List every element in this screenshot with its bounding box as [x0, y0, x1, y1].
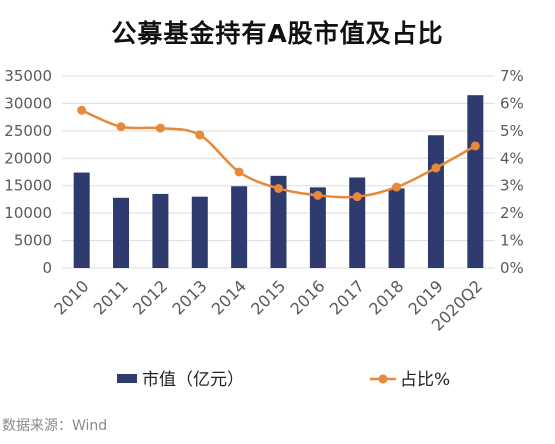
bar: [113, 197, 130, 268]
bar: [467, 95, 484, 268]
bar: [152, 193, 169, 268]
x-tick-label: 2010: [50, 276, 92, 318]
line-point: [313, 190, 323, 200]
legend-line-marker: [378, 374, 388, 384]
line-point: [392, 182, 402, 192]
y-right-tick-label: 0%: [500, 259, 524, 277]
bar: [349, 177, 366, 268]
bar: [73, 172, 90, 268]
legend-bar-swatch: [117, 374, 137, 383]
y-left-tick-label: 10000: [4, 204, 52, 222]
y-right-tick-label: 3%: [500, 177, 524, 195]
x-tick-label: 2011: [90, 276, 132, 318]
bar: [388, 188, 405, 268]
y-right-tick-label: 1%: [500, 232, 524, 250]
line-point: [155, 123, 165, 133]
legend: 市值（亿元） 占比%: [117, 370, 450, 390]
y-left-tick-label: 20000: [4, 149, 52, 167]
line-point: [274, 183, 283, 193]
bar: [270, 175, 287, 268]
y-right-tick-label: 6%: [500, 94, 524, 112]
x-tick-label: 2012: [129, 276, 171, 318]
x-tick-label: 2018: [365, 276, 407, 318]
y-left-tick-label: 15000: [4, 177, 52, 195]
y-right-tick-label: 4%: [500, 149, 524, 167]
y-right-tick-label: 5%: [500, 122, 524, 140]
chart-title: 公募基金持有A股市值及占比: [111, 19, 444, 48]
y-left-tick-label: 30000: [4, 94, 52, 112]
line-point: [470, 141, 480, 151]
bar: [231, 186, 248, 268]
bar: [191, 196, 208, 268]
y-left-tick-label: 5000: [14, 232, 52, 250]
line-point: [195, 130, 205, 140]
legend-line-label: 占比%: [400, 370, 450, 390]
line-point: [116, 122, 126, 132]
x-tick-label: 2013: [168, 276, 210, 318]
x-tick-label: 2014: [208, 276, 250, 318]
legend-bar-label: 市值（亿元）: [142, 370, 244, 390]
line-point: [352, 192, 362, 202]
line-point: [77, 105, 87, 115]
y-left-tick-label: 35000: [4, 67, 52, 85]
x-tick-label: 2017: [326, 276, 368, 318]
y-left-tick-label: 25000: [4, 122, 52, 140]
line-point: [234, 167, 244, 177]
line-point: [431, 163, 441, 173]
source-note: 数据来源：Wind: [2, 418, 108, 434]
y-right-tick-label: 2%: [500, 204, 524, 222]
line-series: [77, 105, 480, 202]
x-tick-label: 2015: [247, 276, 289, 318]
x-tick-label: 2016: [286, 276, 328, 318]
y-left-tick-label: 0: [42, 259, 52, 277]
y-right-tick-label: 7%: [500, 67, 524, 85]
bar: [309, 187, 326, 268]
bar-series: [73, 95, 484, 268]
bar: [427, 135, 444, 268]
